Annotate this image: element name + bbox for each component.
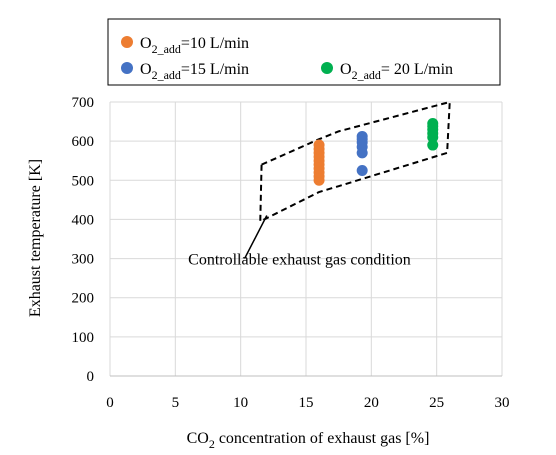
legend: O2_add=10 L/min O2_add=15 L/min O2_add= … — [107, 18, 501, 86]
x-tick-labels: 0 5 10 15 20 25 30 — [106, 395, 509, 411]
x-tick-label: 30 — [495, 395, 510, 411]
x-tick-label: 15 — [299, 395, 314, 411]
legend-item-series-2: O2_add=15 L/min — [121, 61, 249, 82]
x-tick-label: 0 — [106, 395, 114, 411]
legend-marker — [121, 62, 133, 74]
legend-marker — [321, 62, 333, 74]
annotation-arrow — [243, 215, 268, 259]
x-tick-label: 10 — [233, 395, 248, 411]
y-tick-label: 700 — [72, 95, 95, 111]
annotation: Controllable exhaust gas condition — [188, 215, 411, 268]
y-tick-label: 500 — [72, 173, 95, 189]
legend-item-series-1: O2_add=10 L/min — [121, 35, 249, 56]
y-tick-label: 400 — [72, 212, 95, 228]
data-points — [313, 118, 439, 186]
legend-label: O2_add=10 L/min — [140, 35, 249, 56]
grid-lines — [109, 101, 503, 377]
y-tick-labels: 0 100 200 300 400 500 600 700 — [72, 95, 95, 385]
y-tick-label: 600 — [72, 134, 95, 150]
x-tick-label: 25 — [429, 395, 444, 411]
legend-item-series-3: O2_add= 20 L/min — [321, 61, 453, 82]
data-point-series-1 — [313, 139, 325, 151]
annotation-text: Controllable exhaust gas condition — [188, 251, 411, 268]
legend-label: O2_add=15 L/min — [140, 61, 249, 82]
y-tick-label: 200 — [72, 291, 95, 307]
data-point-series-2 — [356, 165, 368, 176]
legend-marker — [121, 36, 133, 48]
x-tick-label: 20 — [364, 395, 379, 411]
x-tick-label: 5 — [172, 395, 180, 411]
legend-box — [107, 18, 501, 86]
legend-label: O2_add= 20 L/min — [340, 61, 453, 82]
data-point-series-2 — [356, 130, 368, 142]
y-axis-title: Exhaust temperature [K] — [27, 159, 44, 317]
y-tick-label: 100 — [72, 330, 95, 346]
region-outline — [259, 100, 451, 224]
controllable-region — [259, 100, 451, 224]
x-axis-title: CO2 concentration of exhaust gas [%] — [187, 430, 430, 451]
data-point-series-3 — [427, 118, 439, 130]
y-tick-label: 0 — [87, 369, 95, 385]
y-tick-label: 300 — [72, 252, 95, 268]
data-point-series-3 — [427, 139, 439, 151]
